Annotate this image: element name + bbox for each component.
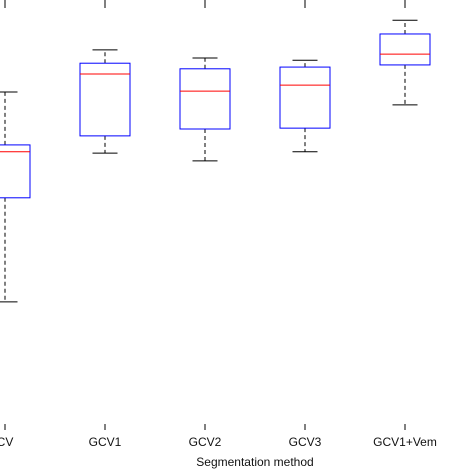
x-tick-label: GCV3 <box>289 435 322 449</box>
x-tick-label: GCV1+Vem <box>373 435 437 449</box>
x-axis-label: Segmentation method <box>196 455 313 469</box>
box <box>379 33 431 66</box>
x-tick-label: GCV2 <box>189 435 222 449</box>
x-tick-label: CV <box>0 435 13 449</box>
box <box>79 62 131 137</box>
x-tick-label: GCV1 <box>89 435 122 449</box>
box <box>0 144 31 199</box>
box <box>279 66 331 129</box>
box <box>179 68 231 130</box>
